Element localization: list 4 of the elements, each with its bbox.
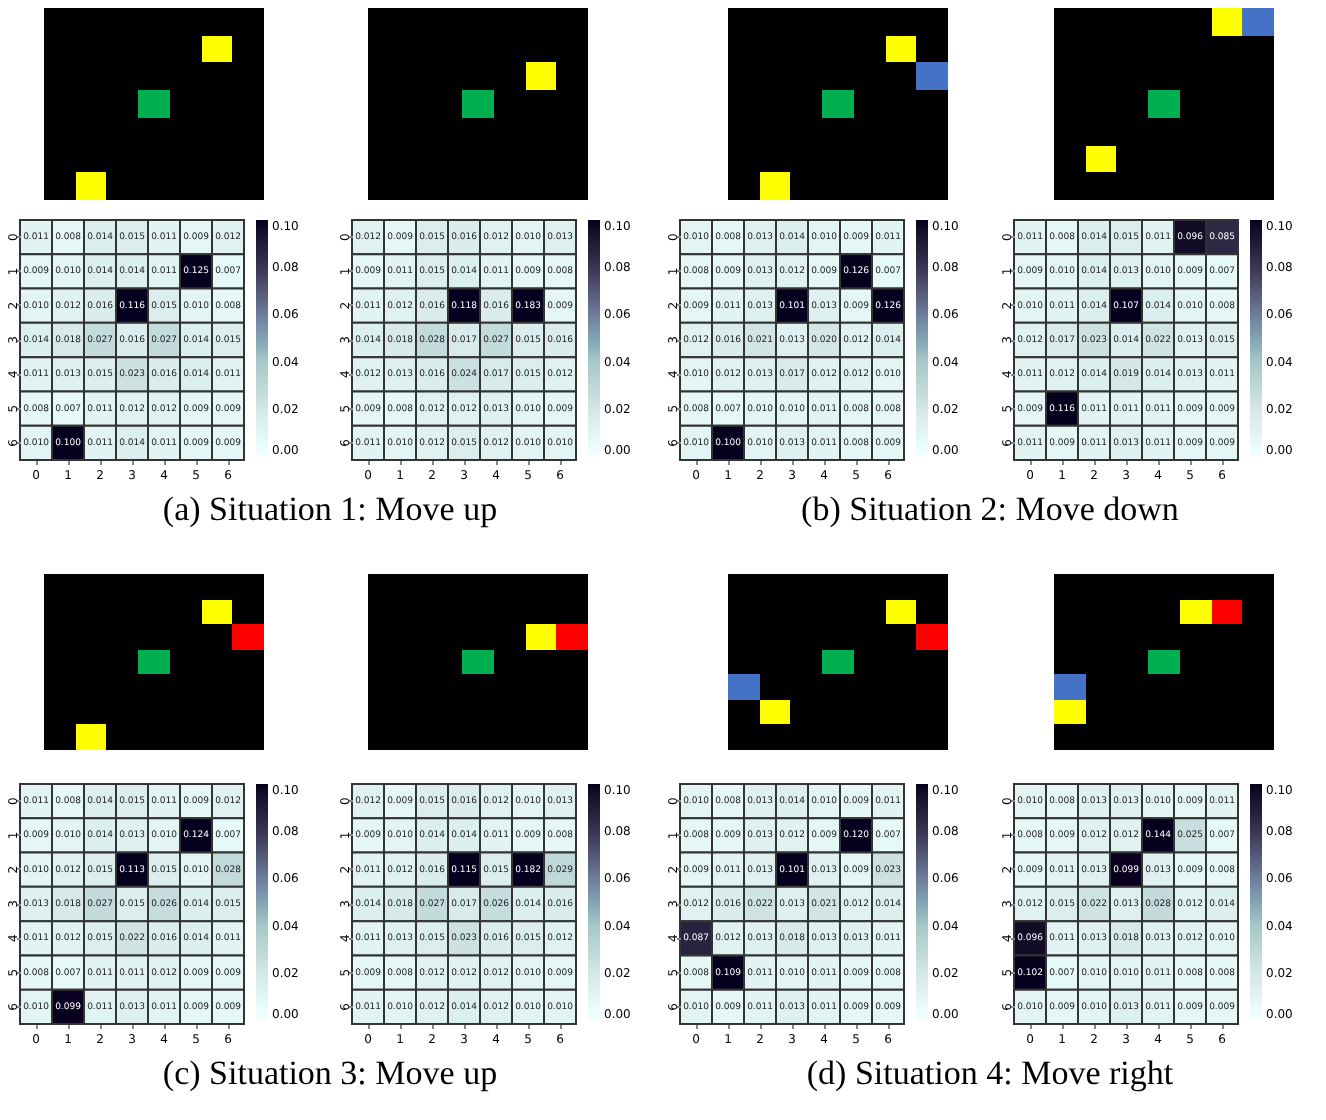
text: (d) Situation 4: Move right [804, 1054, 1176, 1094]
text: (a) Situation 1: Move up [160, 490, 500, 530]
text: (b) Situation 2: Move down [799, 490, 1181, 530]
text: (c) Situation 3: Move up [160, 1054, 500, 1094]
